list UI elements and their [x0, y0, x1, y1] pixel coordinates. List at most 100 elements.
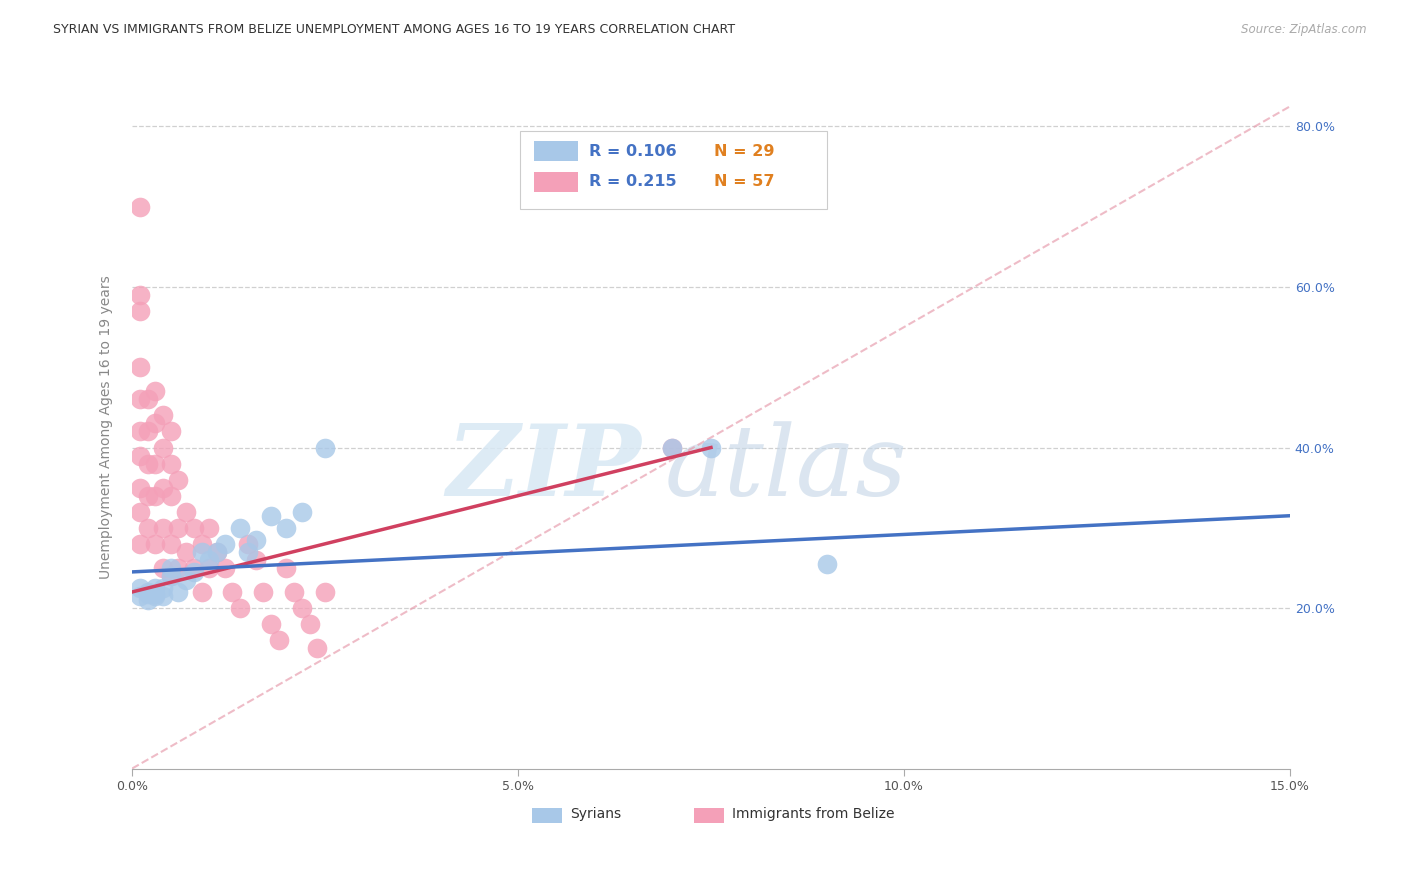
Point	[291, 505, 314, 519]
Point	[128, 288, 150, 302]
Point	[661, 441, 683, 455]
Text: ZIP: ZIP	[447, 420, 641, 516]
Point	[236, 537, 259, 551]
Point	[136, 586, 159, 600]
Point	[307, 641, 329, 656]
Point	[143, 589, 166, 603]
Text: Immigrants from Belize: Immigrants from Belize	[733, 806, 894, 821]
Point	[267, 633, 290, 648]
Y-axis label: Unemployment Among Ages 16 to 19 years: Unemployment Among Ages 16 to 19 years	[100, 276, 114, 579]
Point	[214, 561, 236, 575]
Point	[198, 553, 221, 567]
Point	[128, 392, 150, 407]
Text: N = 57: N = 57	[714, 174, 775, 189]
Point	[152, 581, 174, 595]
Point	[283, 585, 305, 599]
Point	[174, 573, 197, 587]
Point	[152, 589, 174, 603]
Point	[183, 561, 205, 575]
Point	[276, 521, 298, 535]
Point	[260, 617, 283, 632]
Point	[152, 481, 174, 495]
Point	[128, 425, 150, 439]
Point	[190, 537, 212, 551]
Point	[152, 441, 174, 455]
Point	[291, 601, 314, 615]
Point	[128, 304, 150, 318]
FancyBboxPatch shape	[520, 131, 827, 209]
Bar	[531, 808, 561, 823]
Point	[128, 449, 150, 463]
Point	[136, 489, 159, 503]
Text: N = 29: N = 29	[714, 144, 775, 159]
Point	[152, 521, 174, 535]
Point	[183, 565, 205, 579]
Point	[298, 617, 321, 632]
Point	[276, 561, 298, 575]
Point	[136, 585, 159, 599]
Bar	[534, 171, 578, 192]
Point	[159, 537, 181, 551]
Text: atlas: atlas	[665, 421, 907, 516]
Text: SYRIAN VS IMMIGRANTS FROM BELIZE UNEMPLOYMENT AMONG AGES 16 TO 19 YEARS CORRELAT: SYRIAN VS IMMIGRANTS FROM BELIZE UNEMPLO…	[53, 23, 735, 37]
Point	[167, 585, 190, 599]
Point	[128, 581, 150, 595]
Point	[198, 561, 221, 575]
Point	[152, 561, 174, 575]
Point	[167, 473, 190, 487]
Text: R = 0.106: R = 0.106	[589, 144, 678, 159]
Point	[128, 481, 150, 495]
Point	[190, 545, 212, 559]
Point	[815, 557, 838, 571]
Point	[700, 441, 723, 455]
Point	[190, 585, 212, 599]
Bar	[534, 141, 578, 161]
Point	[221, 585, 243, 599]
Point	[260, 508, 283, 523]
Point	[143, 586, 166, 600]
Text: R = 0.215: R = 0.215	[589, 174, 678, 189]
Point	[128, 505, 150, 519]
Point	[167, 521, 190, 535]
Point	[174, 505, 197, 519]
Point	[174, 545, 197, 559]
Point	[159, 561, 181, 575]
Point	[198, 521, 221, 535]
Point	[159, 425, 181, 439]
Point	[159, 489, 181, 503]
Point	[245, 553, 267, 567]
Text: Source: ZipAtlas.com: Source: ZipAtlas.com	[1241, 23, 1367, 37]
Point	[143, 581, 166, 595]
Point	[229, 601, 252, 615]
Point	[136, 521, 159, 535]
Point	[229, 521, 252, 535]
Point	[252, 585, 274, 599]
Point	[136, 593, 159, 607]
Point	[143, 537, 166, 551]
Point	[314, 585, 336, 599]
Bar	[693, 808, 724, 823]
Point	[159, 457, 181, 471]
Point	[136, 392, 159, 407]
Point	[152, 409, 174, 423]
Point	[128, 360, 150, 375]
Point	[128, 589, 150, 603]
Point	[136, 425, 159, 439]
Point	[245, 533, 267, 547]
Point	[661, 441, 683, 455]
Point	[159, 569, 181, 583]
Point	[236, 545, 259, 559]
Point	[214, 537, 236, 551]
Point	[205, 545, 228, 559]
Point	[143, 457, 166, 471]
Point	[128, 537, 150, 551]
Point	[143, 384, 166, 399]
Point	[314, 441, 336, 455]
Point	[143, 417, 166, 431]
Point	[159, 569, 181, 583]
Point	[205, 545, 228, 559]
Point	[183, 521, 205, 535]
Point	[143, 489, 166, 503]
Text: Syrians: Syrians	[569, 806, 621, 821]
Point	[136, 457, 159, 471]
